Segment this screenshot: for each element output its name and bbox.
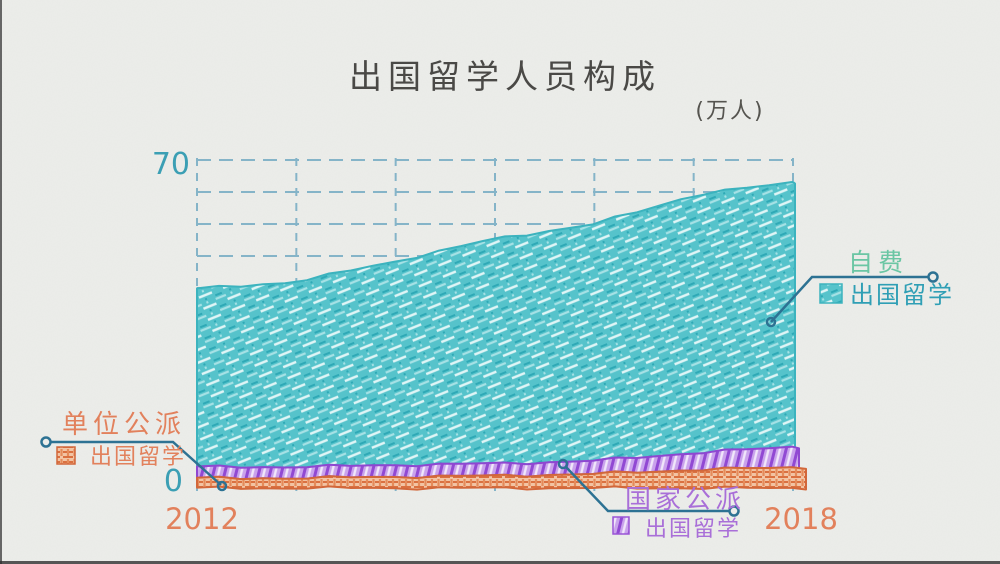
y-axis-zero-label: 0 bbox=[164, 464, 183, 499]
unit-label: (万人) bbox=[695, 99, 764, 124]
y-axis-max-label: 70 bbox=[152, 147, 190, 182]
legend-swatch-purple bbox=[612, 516, 630, 535]
legend-swatch-orange bbox=[56, 446, 76, 465]
legend-state-sponsored: 国家公派 出国留学 bbox=[557, 458, 745, 542]
area-employer_sponsored bbox=[196, 466, 807, 491]
legend-employer-line1: 单位公派 bbox=[62, 410, 186, 440]
callout-line-self-funded bbox=[770, 275, 930, 323]
x-axis-end-label: 2018 bbox=[764, 502, 838, 536]
callout-dot-state bbox=[557, 458, 569, 470]
legend-state-line1: 国家公派 bbox=[625, 485, 745, 515]
chart-title: 出国留学人员构成 bbox=[349, 57, 661, 96]
callout-line-state bbox=[565, 466, 730, 513]
legend-employer-line2: 出国留学 bbox=[90, 445, 186, 470]
callout-dot-employer bbox=[216, 480, 228, 492]
left-frame-edge bbox=[0, 0, 2, 564]
callout-ring-self-funded bbox=[927, 271, 939, 283]
legend-state-line2: 出国留学 bbox=[645, 517, 741, 542]
stacked-areas bbox=[196, 181, 807, 491]
legend-swatch-teal bbox=[819, 283, 843, 304]
callout-ring-state bbox=[728, 505, 740, 517]
callout-dot-self-funded bbox=[765, 316, 777, 328]
legend-self-funded-line2: 出国留学 bbox=[850, 281, 954, 309]
bottom-frame-edge bbox=[0, 561, 1000, 564]
legend-employer-sponsored: 单位公派 出国留学 bbox=[40, 410, 228, 492]
x-axis-start-label: 2012 bbox=[165, 502, 239, 536]
legend-self-funded-line1: 自费 bbox=[848, 248, 908, 277]
callout-line-employer bbox=[50, 440, 222, 486]
legend-self-funded: 自费 出国留学 bbox=[765, 248, 954, 328]
callout-ring-employer bbox=[40, 436, 52, 448]
